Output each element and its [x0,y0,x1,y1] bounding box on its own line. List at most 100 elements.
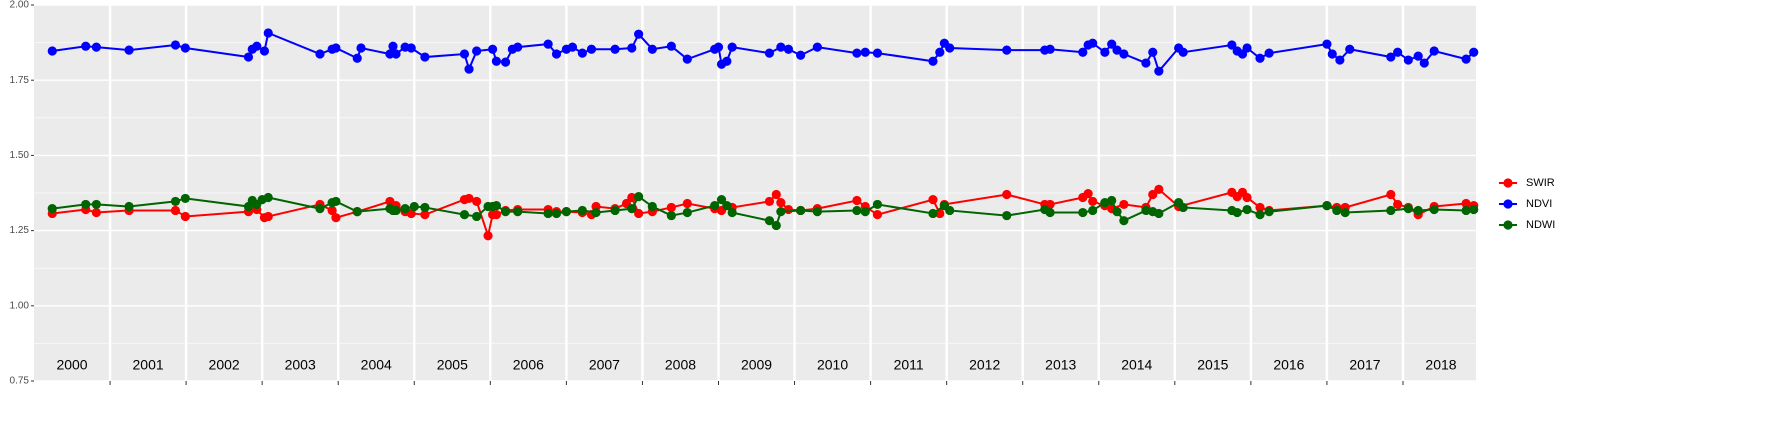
data-point [1469,47,1479,57]
data-point [764,196,775,207]
year-label: 2013 [1045,357,1076,373]
data-point [1119,199,1129,210]
data-point [1107,195,1117,206]
data-point [928,208,938,219]
data-point [666,41,676,51]
data-point [1255,53,1265,63]
data-point [1340,207,1350,218]
year-label: 2009 [741,357,772,373]
data-point [464,193,474,204]
data-point [627,43,637,53]
data-point [406,43,416,53]
data-point [91,207,101,218]
data-point [1386,189,1396,200]
year-label: 2014 [1121,357,1152,373]
year-label: 2002 [209,357,240,373]
data-point [812,42,822,52]
data-point [170,205,181,216]
data-point [586,44,597,54]
data-point [420,210,430,220]
data-point [710,201,720,211]
data-point [1461,205,1471,216]
data-point [1083,189,1093,199]
data-point [491,210,502,220]
data-point [1112,207,1122,217]
year-label: 2011 [894,357,924,373]
data-point [1141,58,1151,68]
data-point [1178,202,1188,213]
data-point [682,207,692,218]
data-point [1148,189,1158,200]
y-tick-label: 2.00 [10,0,30,11]
legend: SWIR NDVI NDWI [1499,177,1555,231]
data-point [1045,207,1055,218]
data-point [591,207,601,218]
year-label: 2005 [437,357,468,373]
data-point [1078,207,1088,218]
data-point [727,207,737,218]
data-point [180,211,190,222]
data-point [577,48,587,58]
data-point [796,50,806,60]
data-point [1393,47,1403,57]
data-point [47,46,57,56]
data-point [1119,49,1129,59]
data-point [543,39,553,49]
data-point [713,42,724,52]
data-point [513,207,523,217]
year-label: 2017 [1349,357,1380,373]
data-point [459,210,470,220]
data-point [500,207,511,217]
data-point [327,205,337,216]
data-point [1403,55,1413,65]
data-point [935,47,945,57]
data-point [259,46,270,56]
year-label: 2015 [1197,357,1228,373]
data-point [1429,204,1439,215]
year-label: 2010 [817,357,848,373]
data-point [860,47,870,57]
data-point [764,216,775,226]
data-point [1413,205,1423,216]
data-point [872,48,883,58]
data-point [124,201,134,212]
data-point [1469,204,1479,215]
series-group [47,28,1479,76]
data-point [472,46,482,56]
data-point [945,205,955,216]
data-point [331,213,341,223]
data-point [464,64,474,74]
data-point [1232,207,1242,218]
data-point [1403,204,1413,214]
data-point [1419,58,1429,68]
data-point [1429,46,1439,56]
data-point [472,196,482,207]
data-point [1322,201,1332,211]
data-point [331,196,341,207]
data-point [1461,198,1471,209]
data-point [391,205,401,216]
data-point [666,202,676,213]
data-point [180,193,190,204]
data-point [1107,39,1117,49]
data-point [81,41,91,51]
series-group [47,192,1479,231]
data-point [776,198,786,208]
data-point [771,220,781,231]
data-point [1386,52,1396,62]
data-point [722,201,732,211]
data-point [551,208,562,219]
data-point [352,207,362,217]
data-point [776,42,786,52]
data-point [1242,192,1252,203]
data-point [243,52,254,62]
data-point [1322,39,1332,49]
data-point [420,52,430,62]
data-point [180,43,190,53]
data-point [1045,44,1055,54]
data-point [315,204,325,214]
year-label: 2003 [285,357,316,373]
data-point [1088,196,1098,207]
data-point [1148,47,1158,57]
